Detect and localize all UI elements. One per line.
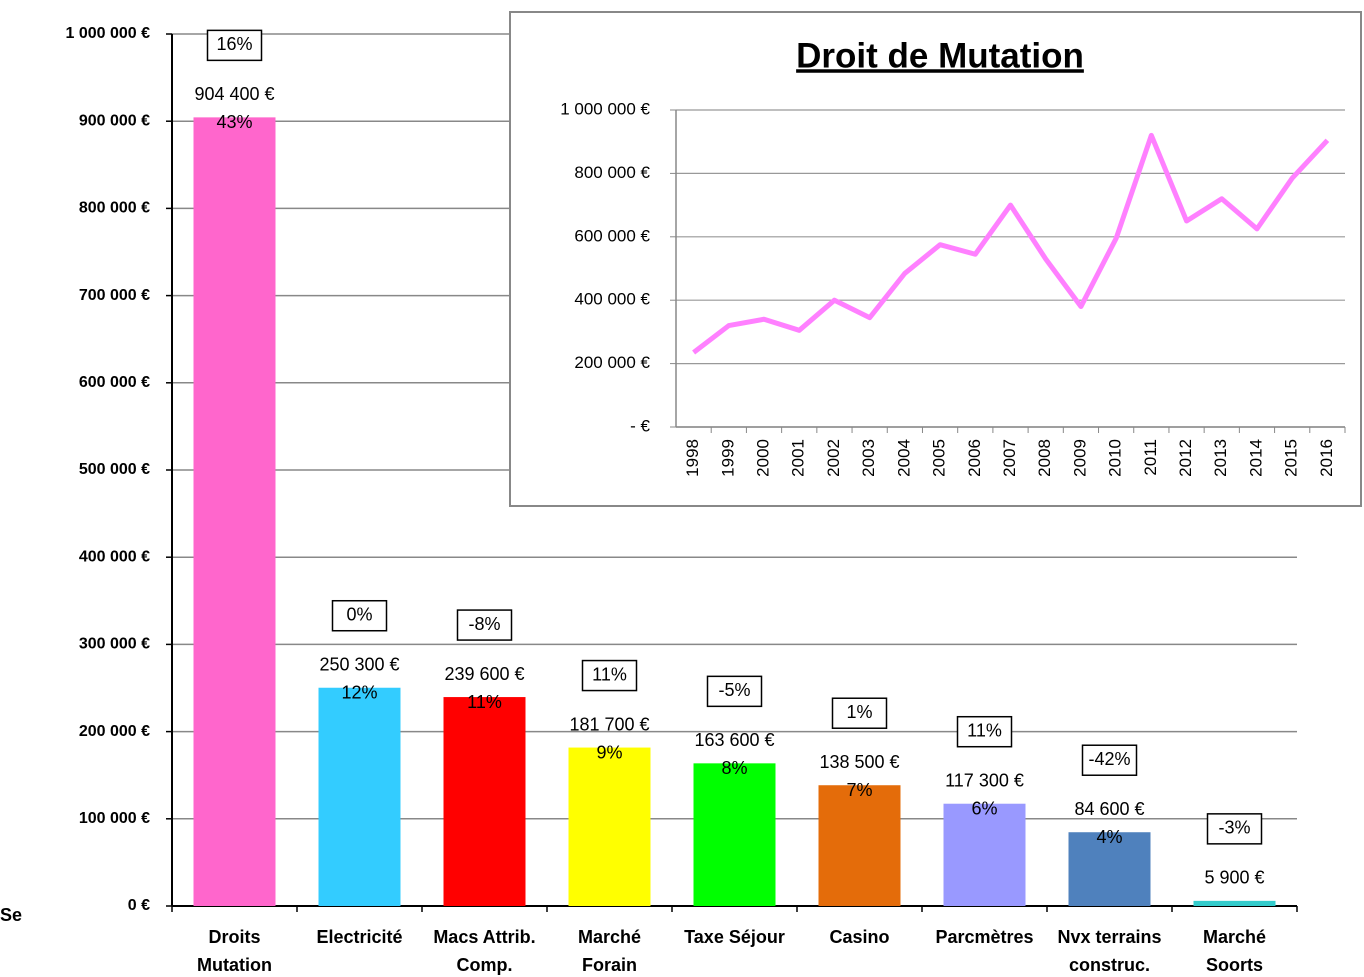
bar xyxy=(568,747,651,906)
x-tick-label: 2008 xyxy=(1035,439,1054,477)
x-tick-label: 2007 xyxy=(1000,439,1019,477)
value-label: 904 400 € xyxy=(194,84,274,104)
change-box xyxy=(706,675,763,708)
bar xyxy=(693,763,776,906)
x-tick-label: Droits Mutation xyxy=(197,927,272,975)
x-tick-label: Electricité xyxy=(316,927,402,947)
x-tick-label: 2006 xyxy=(965,439,984,477)
change-box xyxy=(956,715,1013,748)
share-label: 11% xyxy=(467,692,502,712)
y-tick-label: 400 000 € xyxy=(79,548,150,565)
value-label: 138 500 € xyxy=(819,752,899,772)
share-label: 12% xyxy=(341,682,377,702)
bar xyxy=(193,117,276,906)
change-label: 16% xyxy=(216,34,252,54)
y-tick-label: 0 € xyxy=(128,897,150,914)
line xyxy=(692,132,1330,355)
x-tick-label: Marché Soorts xyxy=(1203,927,1266,975)
change-label: -3% xyxy=(1218,818,1250,838)
x-tick-label: 1998 xyxy=(683,439,702,477)
x-tick-label: 2012 xyxy=(1176,439,1195,477)
y-tick-label: 1 000 000 € xyxy=(65,25,150,42)
change-box xyxy=(456,609,513,641)
y-tick-label: 400 000 € xyxy=(574,290,650,309)
change-label: 11% xyxy=(592,664,627,684)
x-tick-label: Casino xyxy=(829,927,889,947)
annotation: Se xyxy=(0,905,22,925)
share-label: 6% xyxy=(971,798,997,818)
change-box xyxy=(831,697,888,729)
bar xyxy=(1193,900,1276,906)
bar xyxy=(818,785,901,906)
share-label: 8% xyxy=(721,758,747,778)
change-label: -5% xyxy=(718,680,750,700)
y-tick-label: 300 000 € xyxy=(79,636,150,653)
value-label: 250 300 € xyxy=(319,654,399,674)
value-label: 5 900 € xyxy=(1204,868,1264,888)
change-box xyxy=(1081,744,1138,776)
x-tick-label: Marché Forain xyxy=(578,927,641,975)
y-tick-label: 100 000 € xyxy=(79,810,150,827)
value-label: 84 600 € xyxy=(1074,799,1144,819)
change-label: -42% xyxy=(1088,749,1130,769)
y-tick-label: 600 000 € xyxy=(79,374,150,391)
bar xyxy=(943,803,1026,906)
x-tick-label: 2001 xyxy=(789,439,808,477)
x-tick-label: 2005 xyxy=(930,439,949,477)
y-tick-label: 800 000 € xyxy=(574,163,650,182)
bar xyxy=(1068,832,1151,906)
value-label: 239 600 € xyxy=(444,664,524,684)
change-box xyxy=(206,29,263,62)
value-label: 163 600 € xyxy=(694,730,774,750)
change-label: 0% xyxy=(346,604,372,624)
y-tick-label: 600 000 € xyxy=(574,226,650,245)
change-box xyxy=(581,659,638,692)
bar xyxy=(318,687,401,906)
change-label: 11% xyxy=(967,720,1002,740)
chart-title: Droit de Mutation xyxy=(796,36,1084,75)
y-tick-label: 900 000 € xyxy=(79,112,150,129)
change-label: 1% xyxy=(846,702,872,722)
change-box xyxy=(331,599,388,632)
bar xyxy=(443,697,526,906)
y-tick-label: 700 000 € xyxy=(79,287,150,304)
x-tick-label: 2014 xyxy=(1246,439,1265,477)
x-tick-label: 2016 xyxy=(1317,439,1336,477)
y-tick-label: 200 000 € xyxy=(574,353,650,372)
x-tick-label: 2011 xyxy=(1141,439,1160,476)
x-tick-label: 2015 xyxy=(1282,439,1301,477)
share-label: 7% xyxy=(846,780,872,800)
x-tick-label: Parcmètres xyxy=(935,927,1033,947)
x-tick-label: 2004 xyxy=(894,439,913,477)
share-label: 9% xyxy=(596,742,622,762)
x-tick-label: Taxe Séjour xyxy=(684,927,785,947)
value-label: 181 700 € xyxy=(569,714,649,734)
x-tick-label: 2003 xyxy=(859,439,878,477)
share-label: 43% xyxy=(216,112,252,132)
change-box xyxy=(1206,813,1263,845)
y-tick-label: 200 000 € xyxy=(79,723,150,740)
inset-frame xyxy=(509,11,1362,507)
x-tick-label: Macs Attrib. Comp. xyxy=(433,927,535,975)
x-tick-label: 2000 xyxy=(754,439,773,477)
y-tick-label: 1 000 000 € xyxy=(560,99,650,118)
y-tick-label: 800 000 € xyxy=(79,200,150,217)
x-tick-label: 2010 xyxy=(1106,439,1125,477)
change-label: -8% xyxy=(468,614,500,634)
y-tick-label: - € xyxy=(630,416,650,435)
y-tick-label: 500 000 € xyxy=(79,461,150,478)
share-label: 4% xyxy=(1096,827,1122,847)
x-tick-label: 2013 xyxy=(1211,439,1230,477)
x-tick-label: 1999 xyxy=(718,439,737,477)
x-tick-label: 2009 xyxy=(1070,439,1089,477)
x-tick-label: 2002 xyxy=(824,439,843,477)
value-label: 117 300 € xyxy=(945,770,1024,790)
x-tick-label: Nvx terrains construc. xyxy=(1057,927,1161,975)
